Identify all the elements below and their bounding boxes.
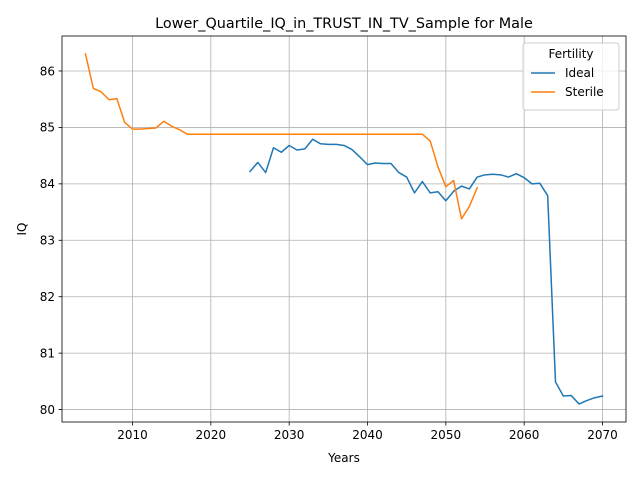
x-tick-label: 2070 bbox=[587, 428, 618, 442]
x-tick-label: 2020 bbox=[196, 428, 227, 442]
x-axis-ticks: 2010 2020 2030 2040 2050 2060 2070 bbox=[117, 422, 618, 442]
y-tick-label: 86 bbox=[40, 64, 55, 78]
y-axis-ticks: 80 81 82 83 84 85 86 bbox=[40, 64, 62, 417]
legend: Fertility Ideal Sterile bbox=[522, 42, 620, 111]
y-tick-label: 81 bbox=[40, 346, 55, 360]
chart-title: Lower_Quartile_IQ_in_TRUST_IN_TV_Sample … bbox=[155, 16, 533, 32]
y-axis-label: IQ bbox=[15, 223, 29, 236]
x-tick-label: 2060 bbox=[509, 428, 540, 442]
y-tick-label: 80 bbox=[40, 403, 55, 417]
series-lines bbox=[84, 53, 604, 405]
legend-label-sterile: Sterile bbox=[565, 85, 604, 99]
x-tick-label: 2030 bbox=[274, 428, 305, 442]
x-tick-label: 2040 bbox=[352, 428, 383, 442]
grid bbox=[62, 36, 626, 422]
series-line-sterile bbox=[84, 53, 479, 220]
x-axis-label: Years bbox=[327, 451, 360, 465]
series-line-ideal bbox=[248, 138, 604, 405]
legend-box bbox=[522, 42, 620, 111]
legend-label-ideal: Ideal bbox=[565, 66, 594, 80]
legend-title: Fertility bbox=[548, 47, 593, 61]
y-tick-label: 82 bbox=[40, 290, 55, 304]
x-tick-label: 2050 bbox=[431, 428, 462, 442]
y-tick-label: 84 bbox=[40, 177, 55, 191]
y-tick-label: 83 bbox=[40, 234, 55, 248]
plot-frame bbox=[61, 35, 627, 423]
x-tick-label: 2010 bbox=[117, 428, 148, 442]
y-tick-label: 85 bbox=[40, 121, 55, 135]
